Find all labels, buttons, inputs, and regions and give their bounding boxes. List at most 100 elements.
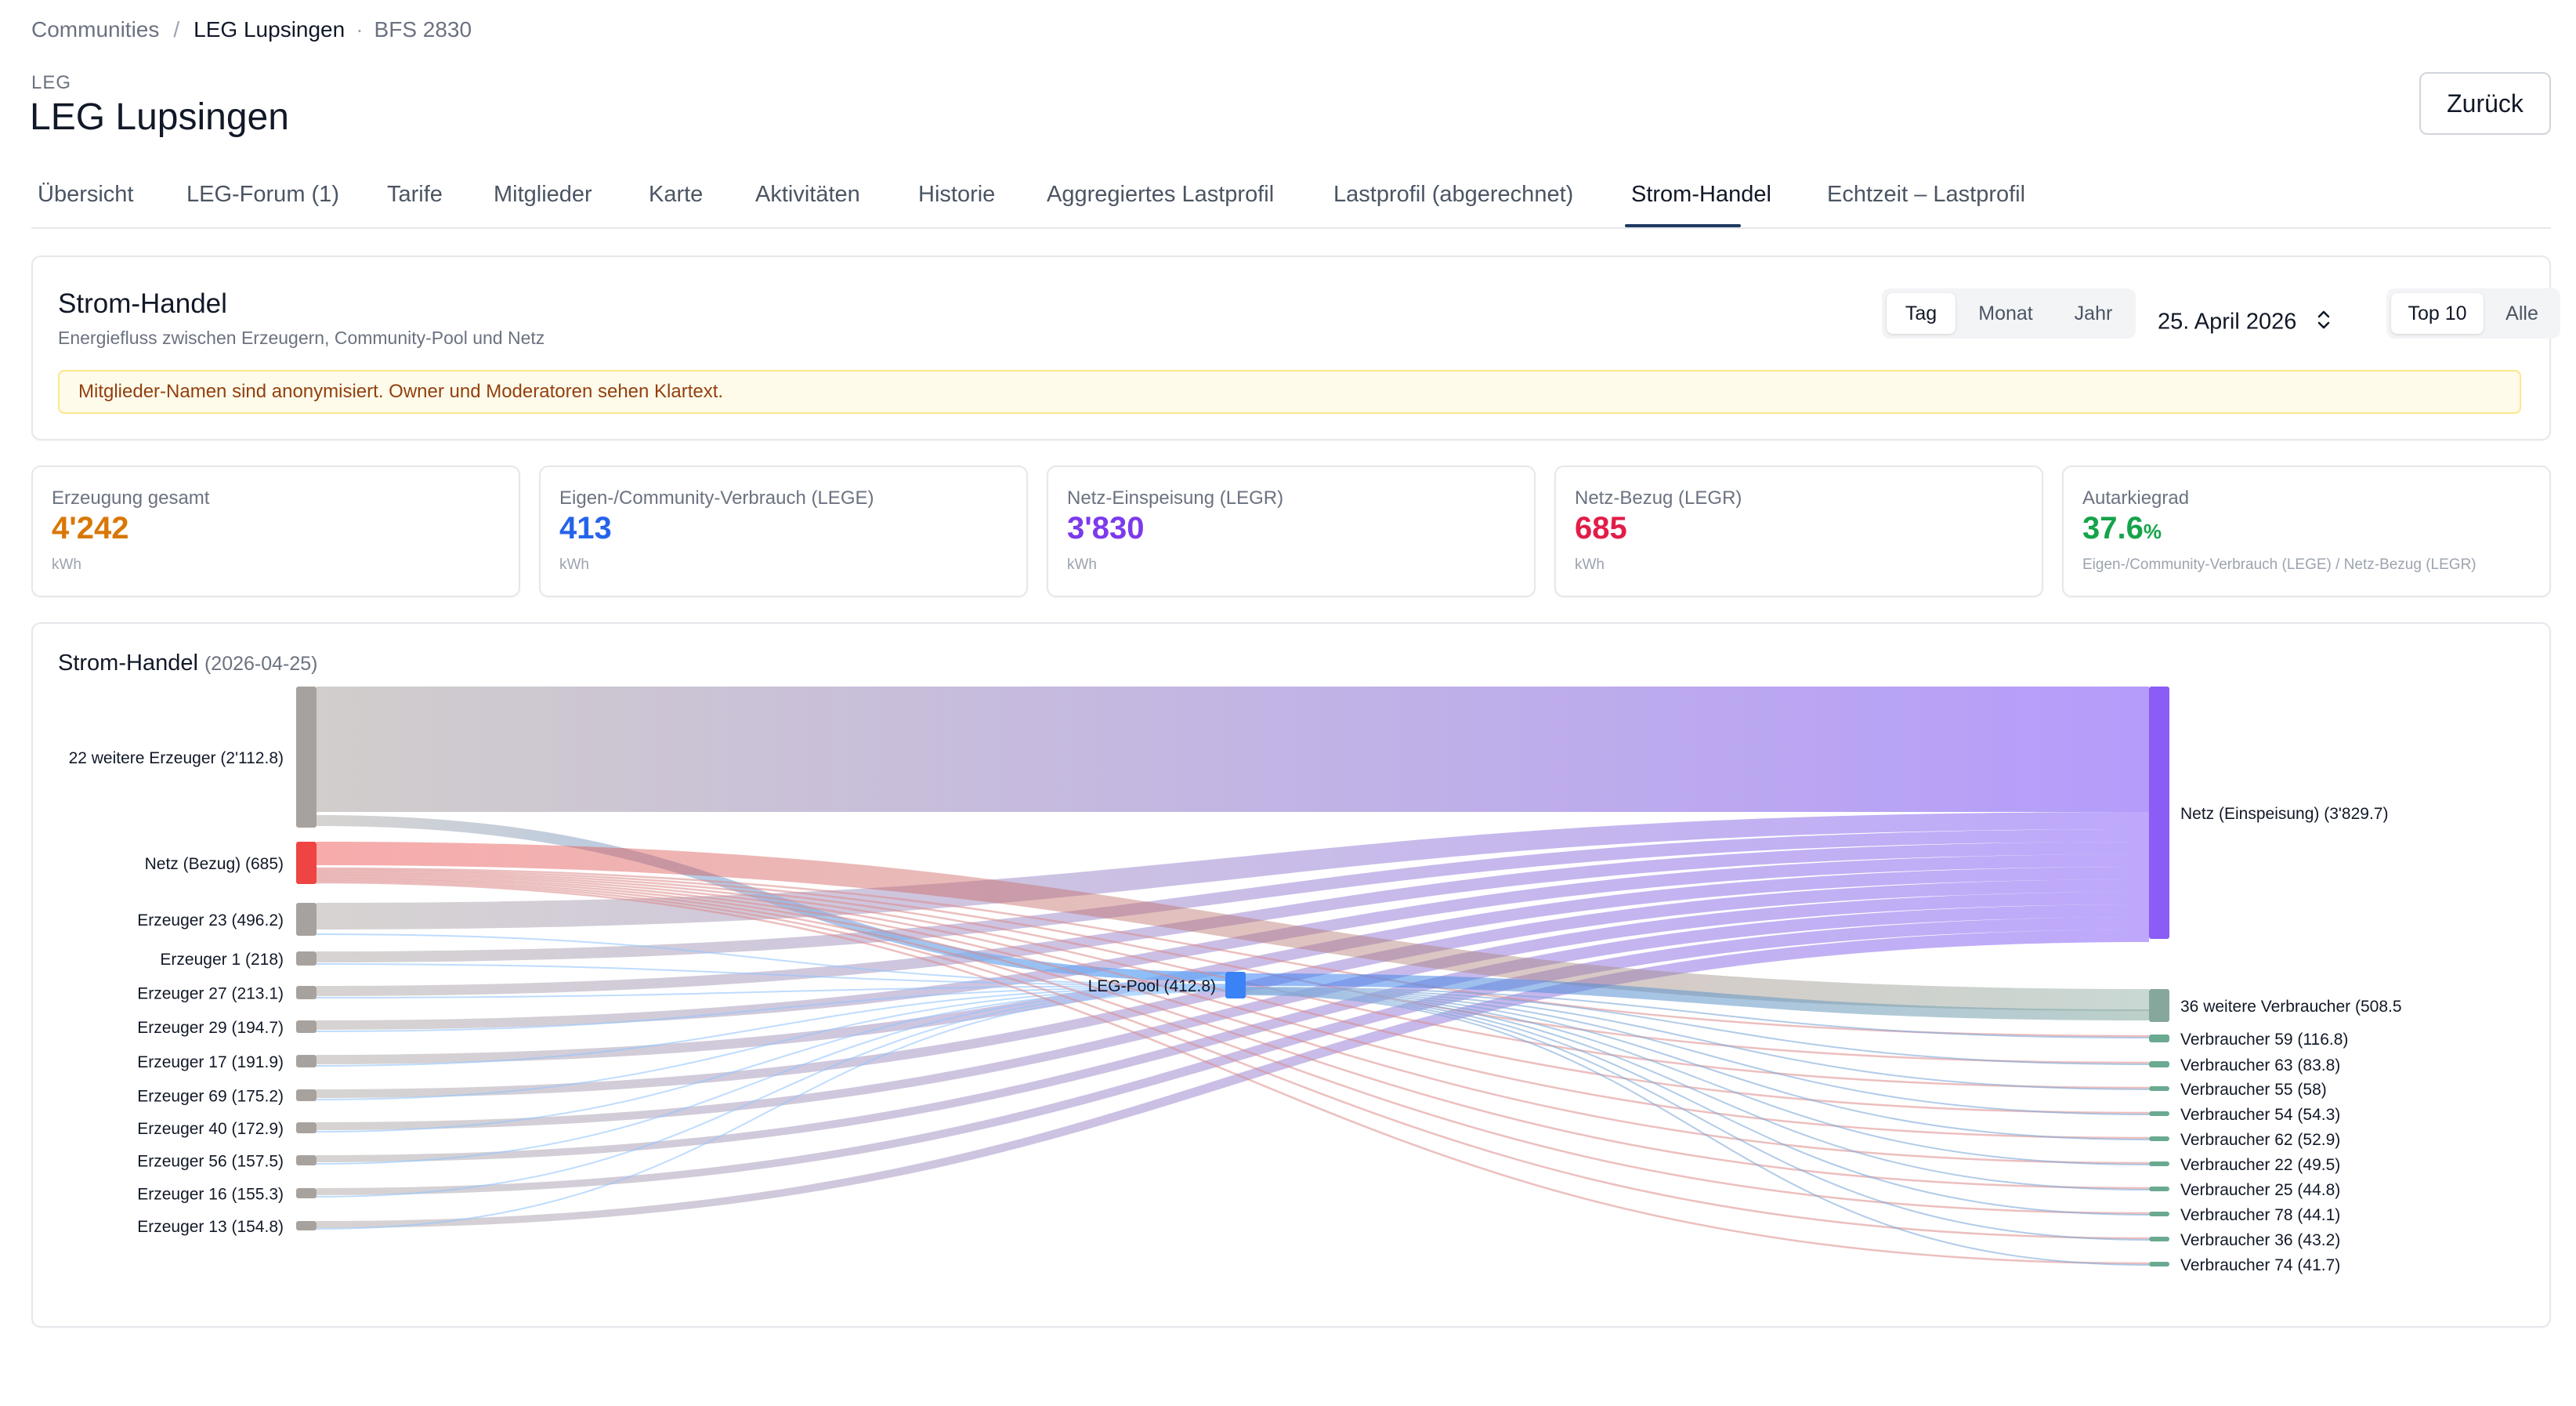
- tab-aktivitaeten[interactable]: Aktivitäten: [755, 182, 860, 207]
- sankey-source-node[interactable]: [296, 986, 317, 999]
- sankey-source-label: Erzeuger 40 (172.9): [137, 1120, 284, 1138]
- sankey-link: [316, 985, 1226, 998]
- back-button[interactable]: Zurück: [2419, 72, 2551, 135]
- kpi-value-number: 4'242: [52, 511, 129, 545]
- tab-aggregiertes-lastprofil[interactable]: Aggregiertes Lastprofil: [1047, 182, 1275, 207]
- sankey-chart: 22 weitere Erzeuger (2'112.8) Netz (Bezug…: [69, 687, 2402, 1274]
- sankey-link: [1245, 993, 2150, 1241]
- tab-lastprofil-abgerechnet[interactable]: Lastprofil (abgerechnet): [1333, 182, 1574, 207]
- kpi-label: Netz-Einspeisung (LEGR): [1067, 487, 1284, 509]
- sankey-target-node[interactable]: [2149, 1187, 2169, 1191]
- sankey-link: [1245, 989, 2150, 1115]
- sankey-source-label: Erzeuger 13 (154.8): [137, 1218, 284, 1236]
- sankey-target-node[interactable]: [2149, 1262, 2169, 1266]
- tab-uebersicht[interactable]: Übersicht: [38, 182, 134, 207]
- sankey-link: [1245, 987, 2150, 1065]
- chart-title-text: Strom-Handel: [58, 650, 198, 676]
- sankey-target-node[interactable]: [2149, 989, 2169, 1022]
- kpi-value: 685: [1575, 511, 1627, 546]
- kpi-eigen-community-verbrauch: Eigen-/Community-Verbrauch (LEGE) 413 kW…: [539, 466, 1028, 597]
- breadcrumb: Communities / LEG Lupsingen · BFS 2830: [31, 17, 472, 42]
- sankey-link: [317, 892, 2149, 1130]
- tab-strom-handel[interactable]: Strom-Handel: [1631, 182, 1771, 207]
- sankey-source-node[interactable]: [296, 687, 317, 828]
- date-picker[interactable]: 25. April 2026: [2158, 309, 2331, 337]
- kpi-value-number: 685: [1575, 511, 1627, 545]
- sankey-source-label: Erzeuger 1 (218): [160, 951, 284, 969]
- sankey-target-node[interactable]: [2149, 1061, 2169, 1067]
- chart-date: (2026-04-25): [204, 653, 318, 675]
- sankey-target-label: Verbraucher 36 (43.2): [2180, 1231, 2340, 1249]
- tab-leg-forum[interactable]: LEG-Forum (1): [186, 182, 339, 207]
- sankey-source-node[interactable]: [296, 1188, 317, 1198]
- tab-karte[interactable]: Karte: [649, 182, 704, 207]
- sankey-source-node[interactable]: [296, 1221, 317, 1230]
- period-jahr-button[interactable]: Jahr: [2074, 302, 2113, 324]
- sankey-target-label: Verbraucher 22 (49.5): [2180, 1156, 2340, 1174]
- sankey-target-node[interactable]: [2149, 1161, 2169, 1166]
- sankey-target-label: Verbraucher 63 (83.8): [2180, 1056, 2340, 1074]
- sankey-link: [1245, 991, 2150, 1190]
- sankey-source-node[interactable]: [296, 1020, 317, 1033]
- sankey-link: [316, 873, 2150, 1140]
- sankey-target-node[interactable]: [2149, 1237, 2169, 1241]
- sankey-source-node[interactable]: [296, 1055, 317, 1067]
- kpi-unit: kWh: [1575, 556, 1605, 573]
- sankey-target-label: Verbraucher 59 (116.8): [2180, 1031, 2348, 1049]
- sankey-source-node[interactable]: [296, 1122, 317, 1133]
- period-monat-button[interactable]: Monat: [1978, 302, 2033, 324]
- sankey-target-node[interactable]: [2149, 687, 2169, 939]
- tab-bar: Übersicht LEG-Forum (1) Tarife Mitgliede…: [31, 169, 2551, 229]
- breadcrumb-meta: BFS 2830: [374, 17, 472, 42]
- kpi-value-number: 37.6: [2082, 511, 2144, 545]
- tab-mitglieder[interactable]: Mitglieder: [494, 182, 592, 207]
- kpi-value-number: 3'830: [1067, 511, 1145, 545]
- sankey-source-node[interactable]: [296, 1089, 317, 1101]
- sankey-target-node[interactable]: [2149, 1111, 2169, 1116]
- sankey-link: [1245, 990, 2150, 1140]
- chevron-up-down-icon: [2317, 309, 2331, 337]
- sankey-link: [316, 990, 1226, 1198]
- date-value: 25. April 2026: [2158, 309, 2297, 335]
- sankey-target-node[interactable]: [2149, 1136, 2169, 1141]
- sankey-target-node[interactable]: [2149, 1212, 2169, 1216]
- sankey-link: [1245, 992, 2150, 1216]
- sankey-target-node[interactable]: [2149, 1035, 2169, 1042]
- kpi-value: 413: [559, 511, 612, 546]
- period-tag-button[interactable]: Tag: [1887, 293, 1956, 334]
- kpi-value: 4'242: [52, 511, 129, 546]
- anonymization-notice: Mitglieder-Namen sind anonymisiert. Owne…: [58, 370, 2521, 414]
- kpi-label: Autarkiegrad: [2082, 487, 2190, 509]
- tab-historie[interactable]: Historie: [918, 182, 996, 207]
- sankey-chart-card: Strom-Handel (2026-04-25) 22 weitere Erz…: [31, 622, 2551, 1328]
- limit-alle-button[interactable]: Alle: [2505, 302, 2538, 324]
- sankey-source-node[interactable]: [296, 951, 317, 966]
- sankey-link: [317, 854, 2149, 1030]
- sankey-pool-node[interactable]: [1225, 972, 1246, 998]
- sankey-source-label: Erzeuger 17 (191.9): [137, 1053, 284, 1071]
- sankey-link: [317, 917, 2149, 1195]
- tab-tarife[interactable]: Tarife: [387, 182, 443, 207]
- sankey-source-label: Erzeuger 16 (155.3): [137, 1186, 284, 1204]
- sankey-source-label: 22 weitere Erzeuger (2'112.8): [69, 749, 284, 767]
- kpi-autarkiegrad: Autarkiegrad 37.6% Eigen-/Community-Verb…: [2062, 466, 2551, 597]
- sankey-link: [316, 991, 1226, 1230]
- sankey-link: [1246, 973, 2149, 1020]
- sankey-target-label: Netz (Einspeisung) (3'829.7): [2180, 805, 2388, 823]
- sankey-link: [316, 867, 2150, 1038]
- breadcrumb-root-link[interactable]: Communities: [31, 17, 160, 42]
- sankey-source-node[interactable]: [296, 1155, 317, 1165]
- sankey-source-node[interactable]: [296, 842, 317, 884]
- sankey-source-node[interactable]: [296, 903, 317, 936]
- sankey-source-label: Erzeuger 27 (213.1): [137, 985, 284, 1003]
- kpi-label: Erzeugung gesamt: [52, 487, 210, 509]
- chart-title: Strom-Handel (2026-04-25): [58, 650, 318, 676]
- tab-echtzeit-lastprofil[interactable]: Echtzeit – Lastprofil: [1827, 182, 2026, 207]
- sankey-link: [317, 687, 2149, 812]
- sankey-target-label: Verbraucher 62 (52.9): [2180, 1131, 2340, 1149]
- limit-top10-button[interactable]: Top 10: [2391, 293, 2484, 334]
- sankey-target-node[interactable]: [2149, 1086, 2169, 1091]
- sankey-link: [316, 987, 1226, 1100]
- sankey-link: [1245, 988, 2150, 1090]
- sankey-source-label: Erzeuger 56 (157.5): [137, 1153, 284, 1171]
